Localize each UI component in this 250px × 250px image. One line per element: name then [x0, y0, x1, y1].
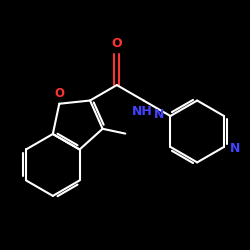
- Text: O: O: [112, 37, 122, 50]
- Text: NH: NH: [132, 106, 152, 118]
- Text: O: O: [54, 87, 64, 100]
- Text: N: N: [154, 108, 164, 121]
- Text: N: N: [230, 142, 240, 155]
